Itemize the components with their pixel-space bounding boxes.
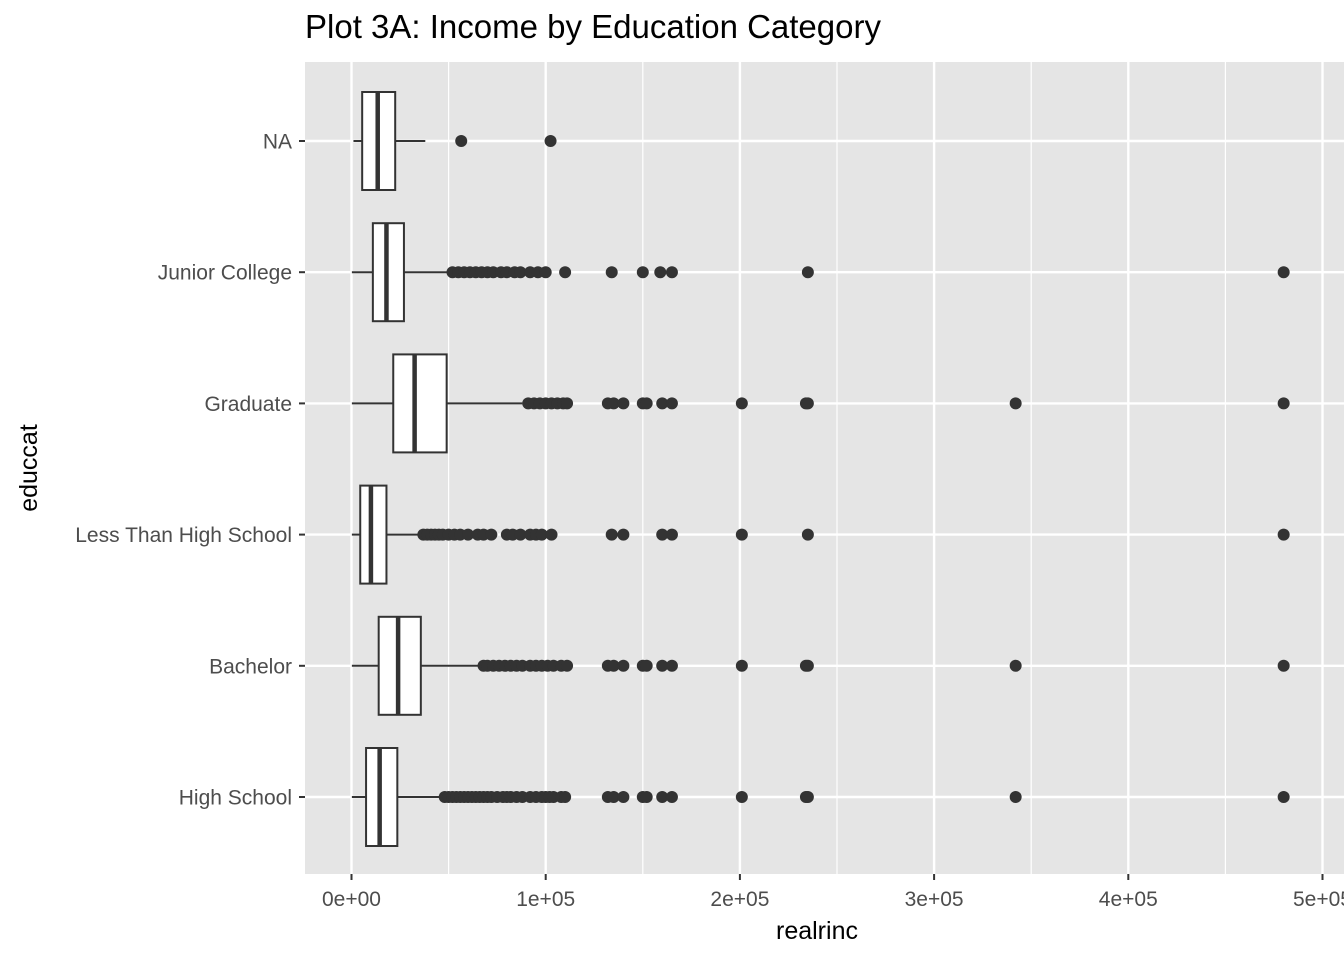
outlier-point <box>801 528 814 541</box>
outlier-point <box>514 528 527 541</box>
plot-panel <box>305 62 1344 874</box>
outlier-point <box>735 397 748 410</box>
box-bachelor <box>351 615 1290 716</box>
outlier-point <box>640 397 653 410</box>
outlier-point <box>640 791 653 803</box>
y-axis-title: educcat <box>15 424 43 512</box>
iqr-box <box>359 484 388 585</box>
x-tick-label: 2e+05 <box>710 888 769 911</box>
outlier-point <box>605 528 618 541</box>
outlier-point <box>539 266 552 279</box>
outlier-point <box>514 266 527 279</box>
outlier-point <box>1277 791 1290 803</box>
outlier-point <box>665 528 678 541</box>
outlier-point <box>462 528 475 541</box>
outlier-point <box>617 659 630 672</box>
outlier-point <box>665 266 678 279</box>
outlier-point <box>617 528 630 541</box>
outlier-point <box>735 791 748 803</box>
outlier-point <box>561 397 574 410</box>
outlier-point <box>535 528 548 541</box>
x-tick-label: 3e+05 <box>905 888 964 911</box>
outlier-point <box>656 397 669 410</box>
outlier-point <box>544 135 557 147</box>
outlier-point <box>636 266 649 279</box>
outlier-point <box>656 659 669 672</box>
outlier-point <box>1009 397 1022 410</box>
outlier-point <box>801 397 814 410</box>
box-high-school <box>351 747 1290 847</box>
box-na <box>353 91 557 191</box>
minor-gridlines <box>448 62 1227 874</box>
outlier-point <box>735 528 748 541</box>
x-tick-label: 4e+05 <box>1099 888 1158 911</box>
outlier-point <box>665 659 678 672</box>
outlier-point <box>654 266 667 279</box>
box-graduate <box>351 353 1290 454</box>
x-axis: 0e+00 1e+05 2e+05 3e+05 4e+05 5e+05 <box>322 874 1344 911</box>
outlier-point <box>561 659 574 672</box>
outlier-point <box>665 791 678 803</box>
y-axis: High School Bachelor Less Than High School… <box>75 131 305 810</box>
outlier-point <box>545 528 558 541</box>
outlier-point <box>1277 528 1290 541</box>
y-tick-label: Graduate <box>204 393 292 416</box>
x-tick-label: 1e+05 <box>516 888 575 911</box>
outlier-point <box>559 266 572 279</box>
outlier-point <box>607 791 620 803</box>
box-less-than-high-school <box>351 484 1290 585</box>
outlier-point <box>485 528 498 541</box>
outlier-point <box>559 791 572 803</box>
outlier-point <box>1277 397 1290 410</box>
outlier-point <box>656 528 669 541</box>
chart-title: Plot 3A: Income by Education Category <box>305 8 881 45</box>
y-tick-label: Less Than High School <box>75 524 292 547</box>
x-tick-label: 5e+05 <box>1293 888 1344 911</box>
outlier-point <box>617 791 630 803</box>
y-tick-label: Junior College <box>158 262 292 285</box>
y-tick-label: NA <box>263 131 292 154</box>
outlier-point <box>1009 791 1022 803</box>
outlier-point <box>607 659 620 672</box>
outlier-point <box>735 659 748 672</box>
outlier-point <box>1277 266 1290 279</box>
outlier-point <box>640 659 653 672</box>
box-group <box>351 91 1290 847</box>
outlier-point <box>665 397 678 410</box>
box-junior-college <box>351 222 1290 323</box>
x-axis-title: realrinc <box>776 917 858 945</box>
outlier-point <box>607 397 620 410</box>
outlier-point <box>1277 659 1290 672</box>
outlier-point <box>617 397 630 410</box>
y-tick-label: Bachelor <box>209 655 292 678</box>
outlier-point <box>801 791 814 803</box>
iqr-box <box>392 353 448 454</box>
outlier-point <box>605 266 618 279</box>
outlier-point <box>801 659 814 672</box>
outlier-point <box>801 266 814 279</box>
outlier-point <box>455 135 468 147</box>
x-tick-label: 0e+00 <box>322 888 381 911</box>
y-tick-label: High School <box>179 787 292 810</box>
outlier-point <box>1009 659 1022 672</box>
outlier-point <box>656 791 669 803</box>
